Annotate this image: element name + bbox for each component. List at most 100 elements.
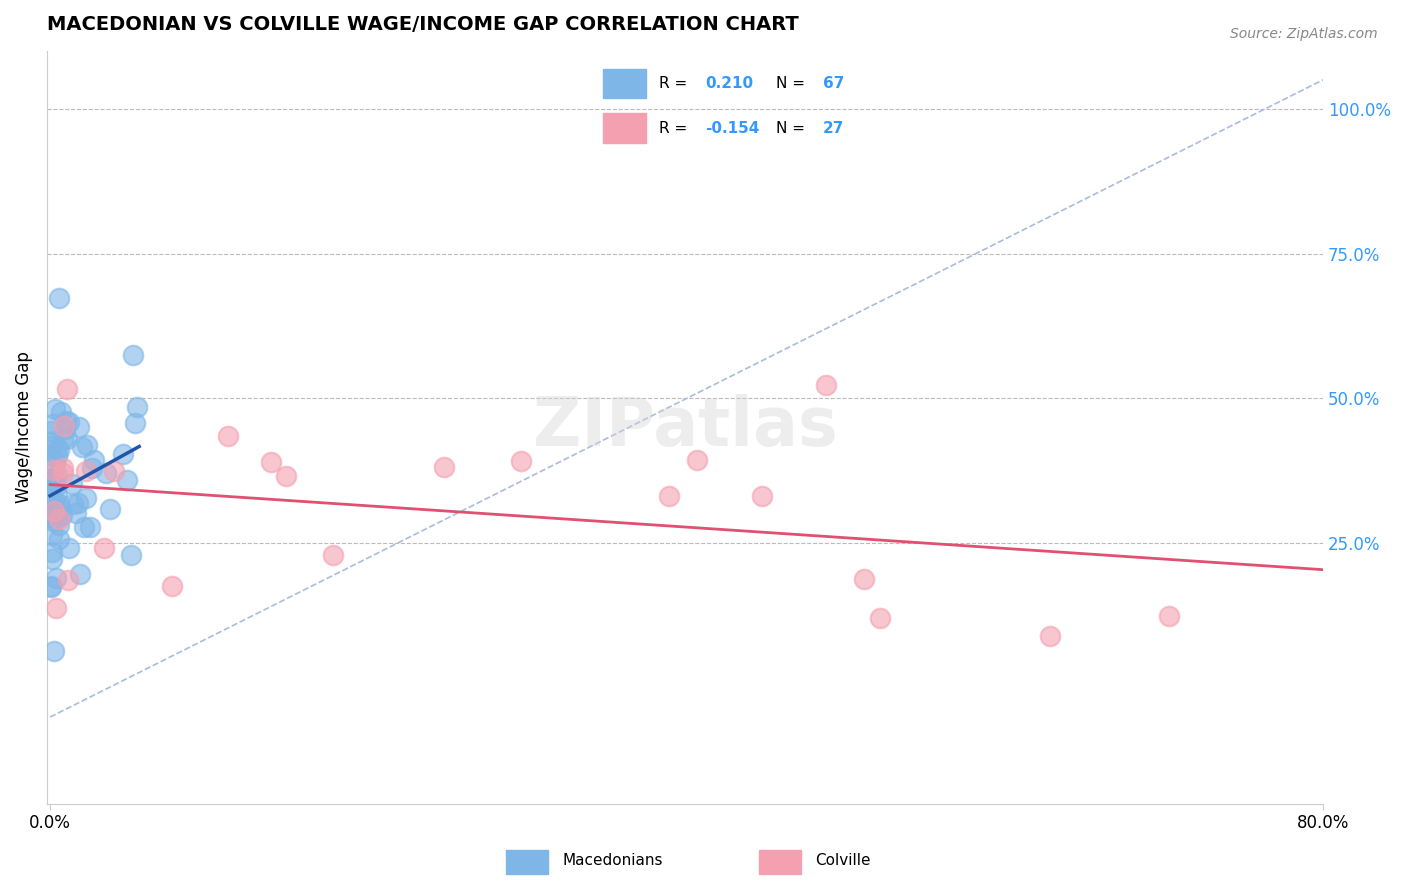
Point (686, 453, 709, 467)
Point (510, 454, 533, 468)
FancyBboxPatch shape (506, 849, 548, 874)
Point (46, 510, 69, 524)
Point (49, 502, 72, 516)
Point (45, 600, 67, 615)
Point (39, 425, 62, 439)
Point (46, 442, 69, 456)
Point (49, 405, 72, 419)
Point (79, 520, 101, 534)
Point (62, 477, 84, 491)
Point (42, 434, 65, 449)
Point (65, 507, 87, 521)
Point (83, 453, 105, 467)
Point (41, 449, 63, 463)
Point (55, 382, 77, 396)
Point (124, 416, 146, 430)
Point (121, 548, 143, 562)
Point (94, 466, 117, 480)
Point (41, 545, 63, 559)
Text: N =: N = (776, 121, 806, 136)
Point (1039, 629, 1062, 643)
Point (274, 469, 297, 483)
Point (852, 572, 875, 586)
Point (69, 567, 91, 582)
Text: ZIPatlas: ZIPatlas (533, 394, 838, 460)
Point (67, 496, 90, 510)
FancyBboxPatch shape (759, 849, 801, 874)
Point (103, 464, 125, 478)
Point (162, 579, 184, 593)
Point (45, 479, 67, 493)
Point (45, 449, 67, 463)
Y-axis label: Wage/Income Gap: Wage/Income Gap (15, 351, 32, 503)
Text: MACEDONIAN VS COLVILLE WAGE/INCOME GAP CORRELATION CHART: MACEDONIAN VS COLVILLE WAGE/INCOME GAP C… (46, 15, 799, 34)
Point (62, 497, 84, 511)
Point (41, 475, 63, 489)
Point (48, 291, 70, 305)
Point (869, 611, 891, 625)
Point (39, 475, 62, 489)
Point (42, 514, 65, 528)
Point (41, 496, 63, 510)
Point (52, 432, 75, 446)
Point (44, 456, 66, 470)
Text: 0.210: 0.210 (704, 76, 754, 91)
Point (58, 415, 80, 429)
Point (42, 471, 65, 485)
Point (217, 429, 239, 443)
Point (115, 473, 138, 487)
Point (42, 462, 65, 476)
Point (41, 504, 63, 518)
Point (56, 432, 79, 446)
Point (52, 460, 75, 475)
Text: N =: N = (776, 76, 806, 91)
Point (48, 442, 70, 457)
Point (433, 460, 456, 475)
Point (48, 512, 70, 526)
Point (41, 552, 63, 566)
Point (39, 579, 62, 593)
Point (98, 502, 121, 516)
Point (75, 491, 97, 505)
Point (72, 440, 94, 454)
Point (41, 528, 63, 542)
Point (260, 455, 283, 469)
Point (814, 378, 837, 392)
Point (58, 573, 80, 587)
Point (42, 475, 65, 490)
Point (51, 508, 73, 522)
Point (52, 467, 75, 481)
Point (53, 419, 76, 434)
Point (45, 571, 67, 585)
Point (48, 532, 70, 546)
Text: Colville: Colville (815, 854, 870, 868)
Point (48, 517, 70, 532)
Text: 27: 27 (823, 121, 844, 136)
Point (48, 497, 70, 511)
Point (44, 402, 66, 417)
Point (39, 508, 62, 522)
Point (42, 417, 65, 432)
Point (46, 467, 69, 482)
Point (53, 421, 76, 435)
Point (39, 510, 62, 524)
Point (55, 414, 77, 428)
Text: R =: R = (658, 121, 686, 136)
Point (76, 437, 98, 451)
Point (58, 541, 80, 555)
Text: Macedonians: Macedonians (562, 854, 662, 868)
Point (42, 504, 65, 518)
Text: -0.154: -0.154 (704, 121, 759, 136)
FancyBboxPatch shape (603, 113, 647, 144)
Text: R =: R = (658, 76, 686, 91)
Point (75, 464, 97, 478)
Point (751, 489, 773, 503)
Point (82, 460, 104, 475)
Point (122, 348, 145, 362)
Point (67, 419, 90, 434)
Text: 67: 67 (823, 76, 844, 91)
Point (658, 489, 681, 503)
Text: Source: ZipAtlas.com: Source: ZipAtlas.com (1230, 27, 1378, 41)
Point (39, 505, 62, 519)
Point (41, 508, 63, 523)
